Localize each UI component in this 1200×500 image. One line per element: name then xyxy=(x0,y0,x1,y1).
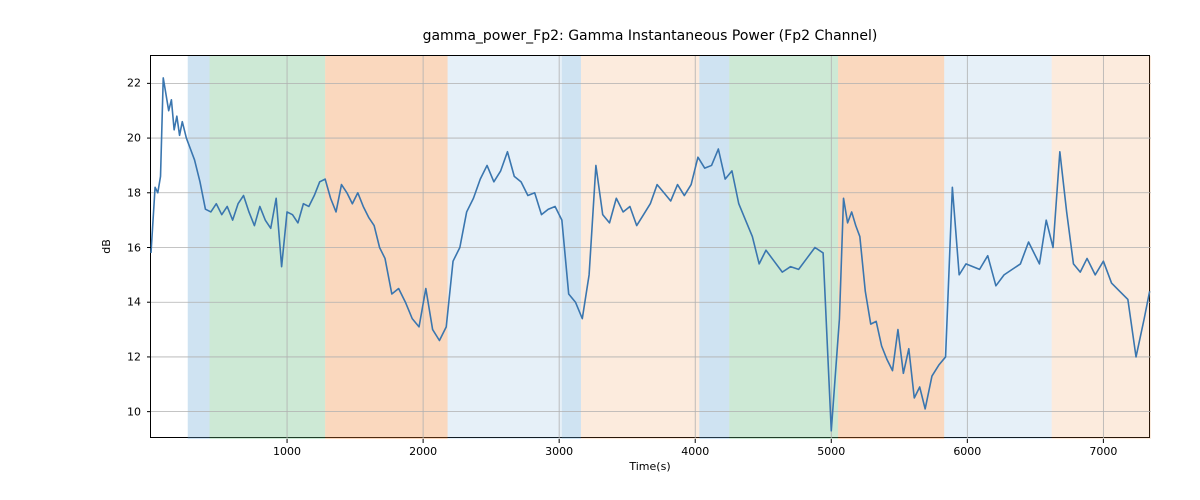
y-tick-label: 10 xyxy=(127,405,141,418)
x-tick-label: 7000 xyxy=(1089,445,1117,458)
y-tick-label: 18 xyxy=(127,186,141,199)
x-tick-label: 1000 xyxy=(273,445,301,458)
y-tick-label: 14 xyxy=(127,296,141,309)
y-tick-label: 22 xyxy=(127,77,141,90)
x-tick-label: 3000 xyxy=(545,445,573,458)
y-tick-label: 16 xyxy=(127,241,141,254)
plot-svg xyxy=(151,56,1151,439)
y-axis-label: dB xyxy=(100,239,113,254)
x-tick-label: 4000 xyxy=(681,445,709,458)
x-tick-label: 6000 xyxy=(953,445,981,458)
x-tick-label: 5000 xyxy=(817,445,845,458)
x-axis-label: Time(s) xyxy=(151,460,1149,473)
chart-title: gamma_power_Fp2: Gamma Instantaneous Pow… xyxy=(151,28,1149,44)
x-tick-label: 2000 xyxy=(409,445,437,458)
y-tick-label: 20 xyxy=(127,132,141,145)
chart-axes: gamma_power_Fp2: Gamma Instantaneous Pow… xyxy=(150,55,1150,438)
figure: gamma_power_Fp2: Gamma Instantaneous Pow… xyxy=(0,0,1200,500)
y-tick-label: 12 xyxy=(127,350,141,363)
